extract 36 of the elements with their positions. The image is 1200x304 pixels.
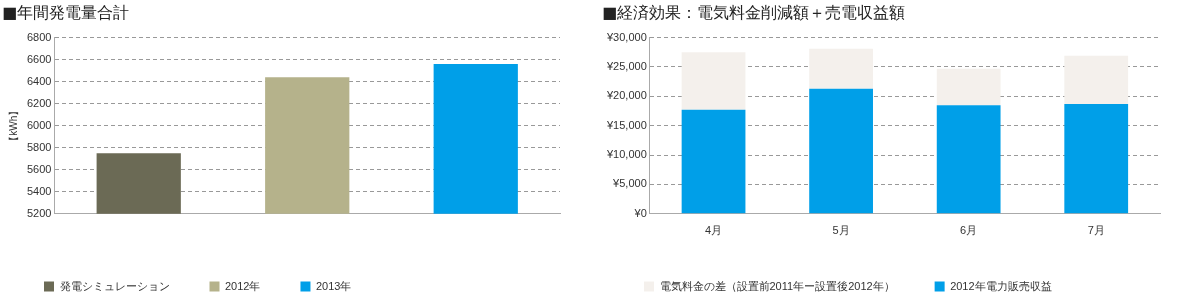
legend-label: 2013年 <box>315 279 352 292</box>
bar <box>1064 103 1129 214</box>
y-tick-label: 5400 <box>26 184 52 197</box>
y-tick-label: ¥15,000 <box>606 118 647 131</box>
bar <box>809 48 873 89</box>
x-tick-label: 7月 <box>1087 224 1105 237</box>
y-tick-label: ¥20,000 <box>606 89 647 102</box>
x-tick-label: 5月 <box>832 224 850 237</box>
y-tick-label: 6000 <box>26 118 52 131</box>
legend-label: 2012年電力販売収益 <box>950 279 1052 292</box>
legend-label: 電気料金の差（設置前2011年ー設置後2012年） <box>659 279 895 292</box>
y-tick-label: ¥10,000 <box>606 148 647 161</box>
y-tick-label: 6200 <box>26 96 52 109</box>
bar <box>936 105 1001 214</box>
x-tick-label: 4月 <box>704 224 723 237</box>
chart-title: ■年間発電量合計 <box>1 2 131 24</box>
y-tick-label: 5600 <box>26 162 52 175</box>
bar <box>681 52 746 110</box>
y-tick-label: 6800 <box>26 30 52 43</box>
bar <box>936 68 1001 106</box>
y-tick-label: ¥0 <box>633 206 647 219</box>
legend-label: 2012年 <box>225 279 261 292</box>
y-tick-label: ¥30,000 <box>606 30 647 43</box>
legend-label: 発電シミュレーション <box>59 279 170 292</box>
y-tick-label: 5800 <box>26 140 52 153</box>
bar <box>1064 55 1129 104</box>
y-tick-label: ¥5,000 <box>612 177 647 190</box>
chart-title: ■経済効果：電気料金削減額＋売電収益額 <box>601 2 907 24</box>
x-tick-label: 6月 <box>960 224 978 237</box>
y-tick-label: ¥25,000 <box>606 60 647 72</box>
bar <box>809 88 873 214</box>
y-tick-label: 5200 <box>26 206 52 219</box>
bar <box>681 109 746 214</box>
y-axis-title: 【kWh】 <box>7 105 19 146</box>
y-tick-label: 6600 <box>26 52 52 65</box>
y-tick-label: 6400 <box>26 74 52 87</box>
